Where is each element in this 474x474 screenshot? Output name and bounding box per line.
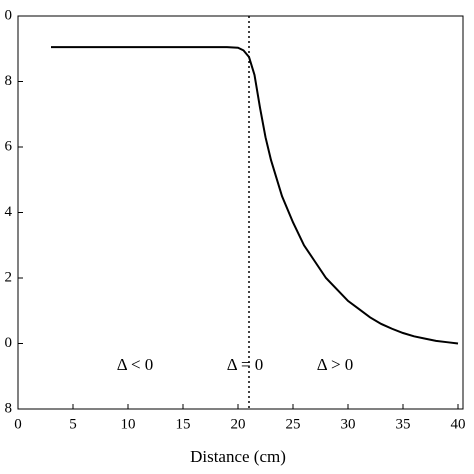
y-tick-label: 4 xyxy=(5,204,13,220)
x-tick-label: 35 xyxy=(396,416,411,432)
annotation: Δ < 0 xyxy=(117,355,154,374)
annotation: Δ > 0 xyxy=(317,355,354,374)
x-tick-label: 30 xyxy=(341,416,356,432)
annotation: Δ = 0 xyxy=(227,355,264,374)
x-tick-label: 5 xyxy=(69,416,77,432)
x-tick-label: 25 xyxy=(286,416,301,432)
y-tick-label: 0 xyxy=(5,7,13,23)
x-tick-label: 15 xyxy=(176,416,191,432)
x-tick-label: 20 xyxy=(231,416,246,432)
plot-frame xyxy=(17,15,464,410)
y-tick-label: 2 xyxy=(5,269,13,285)
y-tick-label: 8 xyxy=(5,400,13,416)
y-tick-label: 0 xyxy=(5,335,13,351)
x-axis-label: Distance (cm) xyxy=(190,447,286,466)
y-tick-label: 8 xyxy=(5,73,13,89)
x-tick-label: 0 xyxy=(14,416,22,432)
line-series xyxy=(51,46,459,345)
x-tick-label: 10 xyxy=(121,416,136,432)
x-tick-label: 40 xyxy=(451,416,466,432)
y-tick-label: 6 xyxy=(5,138,13,154)
